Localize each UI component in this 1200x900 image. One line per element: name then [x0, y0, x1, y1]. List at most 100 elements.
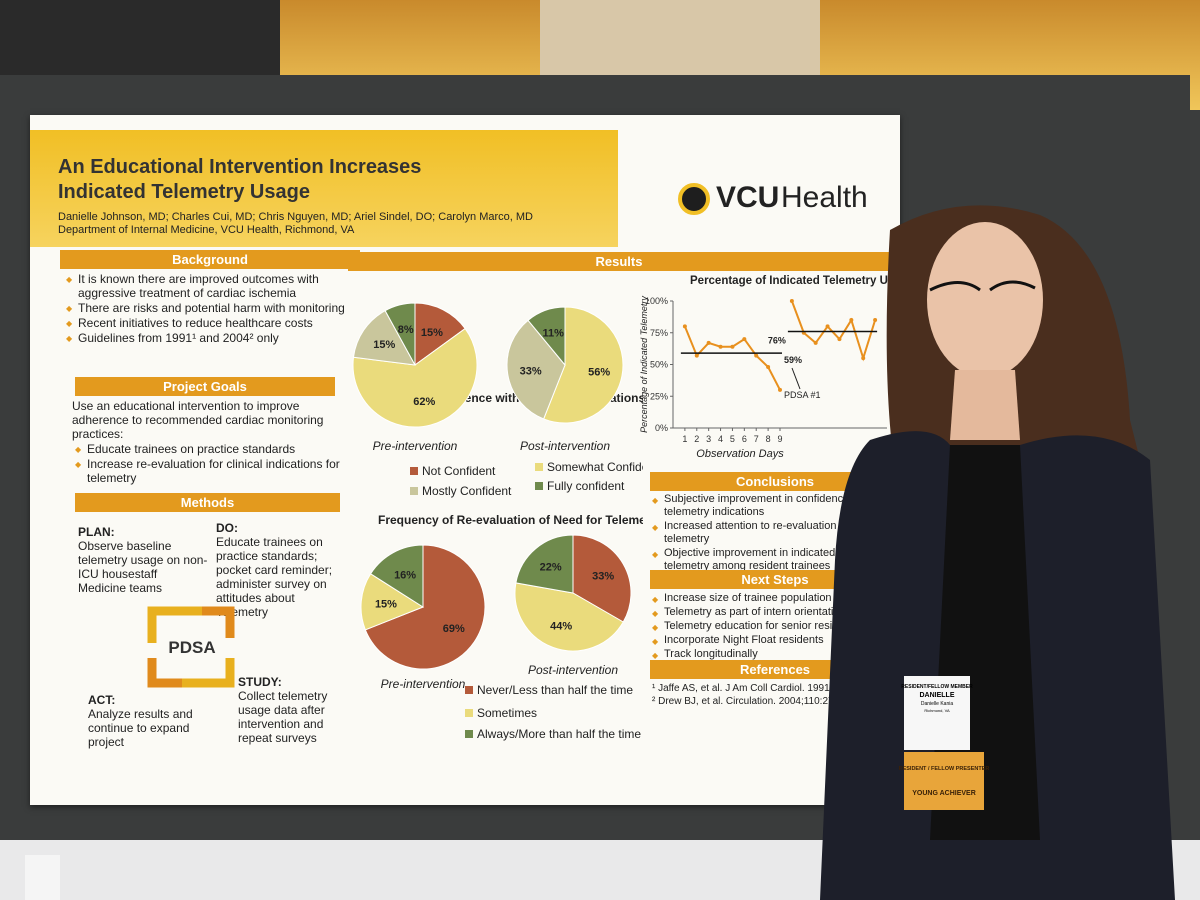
- slice-label: 11%: [543, 327, 565, 339]
- legend-swatch: [535, 463, 543, 471]
- legend-swatch: [410, 467, 418, 475]
- reference: ¹ Jaffe AS, et al. J Am Coll Cardiol. 19…: [652, 683, 869, 694]
- slice-label: 33%: [520, 365, 542, 377]
- y-tick-label: 25%: [650, 391, 668, 401]
- legend-label: Fully confident: [547, 479, 625, 493]
- pie-slice: [414, 302, 466, 366]
- x-axis-label: Observation Days: [696, 448, 784, 460]
- arrow: [147, 606, 202, 643]
- legend-swatch: [465, 686, 473, 694]
- x-tick-label: 8: [766, 434, 771, 444]
- logo-text: Health: [781, 181, 868, 214]
- slice-label: 44%: [550, 621, 572, 633]
- badge-text: DANIELLE: [920, 692, 955, 699]
- x-tick-label: 4: [718, 434, 723, 444]
- pie-slice: [515, 534, 574, 594]
- slice-label: 15%: [421, 327, 443, 339]
- pie-slice: [384, 302, 416, 366]
- legend-swatch: [465, 709, 473, 717]
- x-tick-label: 2: [694, 434, 699, 444]
- ceiling-dark: [0, 0, 280, 75]
- legend-label: Sometimes: [477, 706, 537, 720]
- point: [718, 344, 723, 349]
- list-item: Telemetry education for senior residents: [652, 620, 900, 634]
- ribbon-text: YOUNG ACHIEVER: [912, 790, 976, 797]
- slice-label: 33%: [592, 571, 614, 583]
- slice-label: 15%: [373, 339, 395, 351]
- logo-seal: [678, 183, 710, 215]
- list-item: Educate trainees on practice standards: [75, 442, 345, 457]
- point: [789, 299, 794, 303]
- y-tick-label: 0%: [655, 423, 668, 433]
- list-item: Increased attention to re-evaluation of …: [652, 520, 900, 546]
- list-item: Guidelines from 1991¹ and 2004² only: [66, 331, 366, 346]
- chart-title: Percentage of Indicated Telemetry Usage: [690, 275, 895, 287]
- point: [754, 353, 759, 358]
- badge-text: Richmond, VA: [924, 708, 950, 713]
- slice-label: 16%: [394, 569, 416, 581]
- x-tick-label: 3: [706, 434, 711, 444]
- pie-charts: Level of Confidence with Telemetry Indic…: [352, 302, 643, 741]
- pie-slice: [364, 544, 486, 670]
- slice-label: 62%: [413, 396, 435, 408]
- point: [694, 353, 699, 358]
- pie-caption: Post-intervention: [520, 439, 610, 453]
- legend-label: Never/Less than half the time: [477, 683, 633, 697]
- logo-mark: VCU: [716, 181, 780, 214]
- point: [706, 340, 711, 345]
- x-tick-label: 1: [682, 434, 687, 444]
- list: Subjective improvement in confidence wit…: [652, 493, 900, 574]
- label: ACT:: [88, 693, 116, 707]
- badge-text: Danielle Kania: [921, 701, 953, 707]
- list-item: Increase size of trainee population: [652, 592, 900, 606]
- affiliation: Department of Internal Medicine, VCU Hea…: [58, 224, 355, 236]
- list-item: Recent initiatives to reduce healthcare …: [66, 316, 366, 331]
- pie-slice: [514, 582, 624, 652]
- neck: [950, 370, 1020, 440]
- text: Analyze results and continue to expand p…: [88, 707, 193, 749]
- point: [849, 318, 854, 323]
- point: [778, 387, 782, 392]
- pie-slice: [542, 306, 624, 424]
- line-chart: Percentage of Indicated Telemetry Usage 0…: [639, 275, 895, 460]
- pie-caption: Pre-intervention: [381, 677, 466, 691]
- chart-title: Frequency of Re-evaluation of Need for T…: [378, 513, 643, 527]
- list-item: Objective improvement in indicated use o…: [652, 547, 900, 573]
- y-axis-label: Percentage of Indicated Telemetry: [639, 296, 649, 433]
- arrow: [202, 606, 235, 638]
- list-item: Track longitudinally: [652, 648, 900, 662]
- pie-slice: [506, 319, 566, 420]
- line-series: [790, 300, 877, 362]
- arrow: [182, 658, 235, 688]
- text: Observe baseline telemetry usage on non-…: [78, 539, 208, 595]
- pie-caption: Pre-intervention: [373, 439, 458, 453]
- pie-slice: [352, 327, 478, 428]
- section-heading: Methods: [75, 493, 340, 512]
- mean-label: 76%: [768, 335, 786, 345]
- slice-label: 22%: [540, 561, 562, 573]
- point: [861, 356, 866, 361]
- pie-slice: [352, 309, 416, 366]
- pie-slice: [360, 573, 425, 631]
- section-heading: Results: [348, 252, 890, 271]
- goals-intro: Use an educational intervention to impro…: [72, 399, 324, 441]
- badge: [904, 676, 970, 750]
- section-heading: Background: [60, 250, 360, 269]
- annotation-arrow: [791, 367, 801, 390]
- point: [682, 324, 687, 329]
- pie-caption: Post-intervention: [528, 663, 618, 677]
- list-item: Subjective improvement in confidence wit…: [652, 493, 900, 519]
- label: STUDY:: [238, 675, 282, 689]
- pie-slice: [527, 306, 566, 367]
- authors: Danielle Johnson, MD; Charles Cui, MD; C…: [58, 211, 533, 223]
- poster: An Educational Intervention Increases In…: [30, 115, 900, 805]
- point: [825, 324, 830, 329]
- cycle-label: PDSA: [168, 638, 215, 657]
- list-item: Incorporate Night Float residents: [652, 634, 900, 648]
- y-tick-label: 75%: [650, 328, 668, 338]
- glasses: [929, 280, 1036, 292]
- x-tick-label: 5: [730, 434, 735, 444]
- legend-label: Somewhat Confident: [547, 460, 643, 474]
- point: [873, 318, 878, 323]
